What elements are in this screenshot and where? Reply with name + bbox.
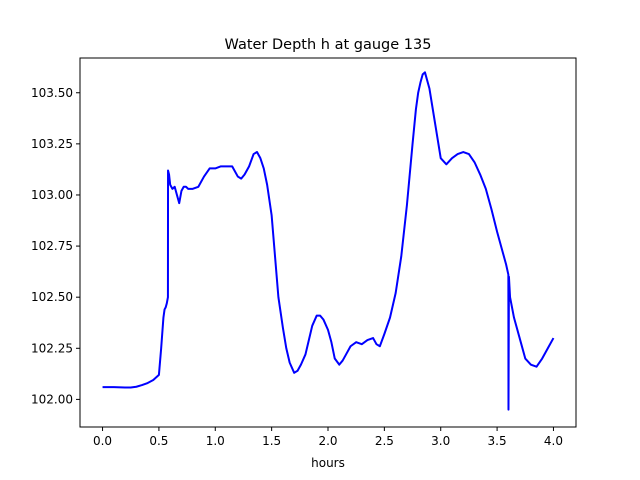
- y-tick-label: 102.25: [31, 341, 73, 355]
- x-tick-label: 3.5: [488, 434, 507, 448]
- chart-title: Water Depth h at gauge 135: [225, 37, 432, 53]
- y-tick-label: 102.75: [31, 239, 73, 253]
- x-tick-label: 0.5: [149, 434, 168, 448]
- axes-frame: [80, 58, 576, 427]
- x-tick-label: 0.0: [93, 434, 112, 448]
- x-tick-label: 2.0: [318, 434, 337, 448]
- x-tick-label: 1.5: [262, 434, 281, 448]
- y-tick-label: 103.50: [31, 86, 73, 100]
- series-line-0: [103, 72, 554, 409]
- x-tick-label: 2.5: [375, 434, 394, 448]
- x-tick-label: 4.0: [544, 434, 563, 448]
- y-tick-label: 103.00: [31, 188, 73, 202]
- x-axis-label: hours: [311, 456, 345, 470]
- y-tick-label: 103.25: [31, 137, 73, 151]
- y-tick-label: 102.00: [31, 392, 73, 406]
- x-tick-label: 1.0: [206, 434, 225, 448]
- x-tick-label: 3.0: [431, 434, 450, 448]
- plot-area: 0.0 0.5 1.0 1.5 2.0 2.5 3.0 3.5 4.0 102.00 102.25 1…: [31, 58, 576, 448]
- y-tick-label: 102.50: [31, 290, 73, 304]
